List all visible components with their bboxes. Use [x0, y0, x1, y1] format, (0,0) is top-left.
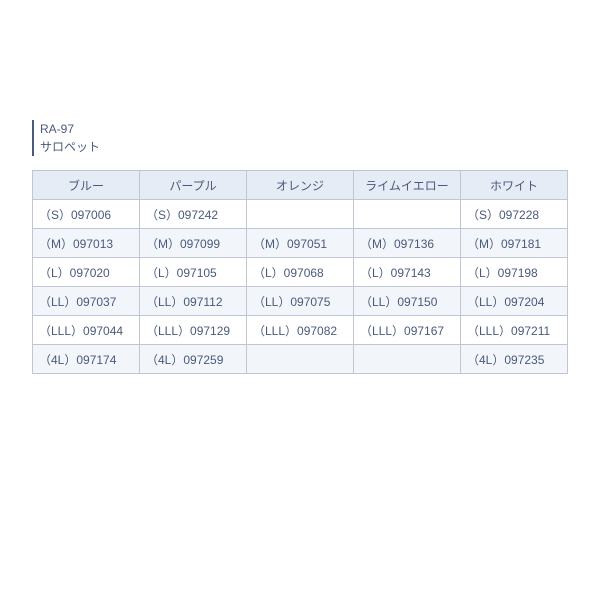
table-cell: （M）097051: [247, 229, 354, 258]
table-cell: （LL）097150: [354, 287, 461, 316]
table-cell: （LLL）097129: [140, 316, 247, 345]
table-cell: （LL）097037: [33, 287, 140, 316]
table-cell: （LL）097075: [247, 287, 354, 316]
table-cell: （M）097181: [461, 229, 568, 258]
table-cell: （LLL）097167: [354, 316, 461, 345]
table-cell: （4L）097259: [140, 345, 247, 374]
table-body: （S）097006 （S）097242 （S）097228 （M）097013 …: [33, 200, 568, 374]
table-cell: （LLL）097211: [461, 316, 568, 345]
table-cell: （L）097105: [140, 258, 247, 287]
table-cell: （LL）097204: [461, 287, 568, 316]
table-cell: （M）097099: [140, 229, 247, 258]
table-cell: [247, 345, 354, 374]
product-name: サロペット: [40, 138, 568, 156]
table-cell: （S）097242: [140, 200, 247, 229]
table-row: （LLL）097044 （LLL）097129 （LLL）097082 （LLL…: [33, 316, 568, 345]
table-cell: （M）097136: [354, 229, 461, 258]
table-cell: [247, 200, 354, 229]
table-cell: （S）097006: [33, 200, 140, 229]
col-header: オレンジ: [247, 171, 354, 200]
table-cell: [354, 345, 461, 374]
title-block: RA-97 サロペット: [32, 120, 568, 156]
table-row: （LL）097037 （LL）097112 （LL）097075 （LL）097…: [33, 287, 568, 316]
table-row: （S）097006 （S）097242 （S）097228: [33, 200, 568, 229]
table-header-row: ブルー パープル オレンジ ライムイエロー ホワイト: [33, 171, 568, 200]
table-cell: [354, 200, 461, 229]
col-header: パープル: [140, 171, 247, 200]
page-container: RA-97 サロペット ブルー パープル オレンジ ライムイエロー ホワイト （…: [0, 0, 600, 374]
table-cell: （4L）097174: [33, 345, 140, 374]
table-cell: （LL）097112: [140, 287, 247, 316]
col-header: ライムイエロー: [354, 171, 461, 200]
table-row: （4L）097174 （4L）097259 （4L）097235: [33, 345, 568, 374]
col-header: ブルー: [33, 171, 140, 200]
product-code: RA-97: [40, 120, 568, 138]
table-cell: （LLL）097044: [33, 316, 140, 345]
table-cell: （LLL）097082: [247, 316, 354, 345]
table-row: （L）097020 （L）097105 （L）097068 （L）097143 …: [33, 258, 568, 287]
col-header: ホワイト: [461, 171, 568, 200]
table-cell: （L）097143: [354, 258, 461, 287]
size-color-table: ブルー パープル オレンジ ライムイエロー ホワイト （S）097006 （S）…: [32, 170, 568, 374]
table-cell: （4L）097235: [461, 345, 568, 374]
table-cell: （L）097198: [461, 258, 568, 287]
table-cell: （M）097013: [33, 229, 140, 258]
table-cell: （S）097228: [461, 200, 568, 229]
table-row: （M）097013 （M）097099 （M）097051 （M）097136 …: [33, 229, 568, 258]
table-cell: （L）097068: [247, 258, 354, 287]
table-cell: （L）097020: [33, 258, 140, 287]
